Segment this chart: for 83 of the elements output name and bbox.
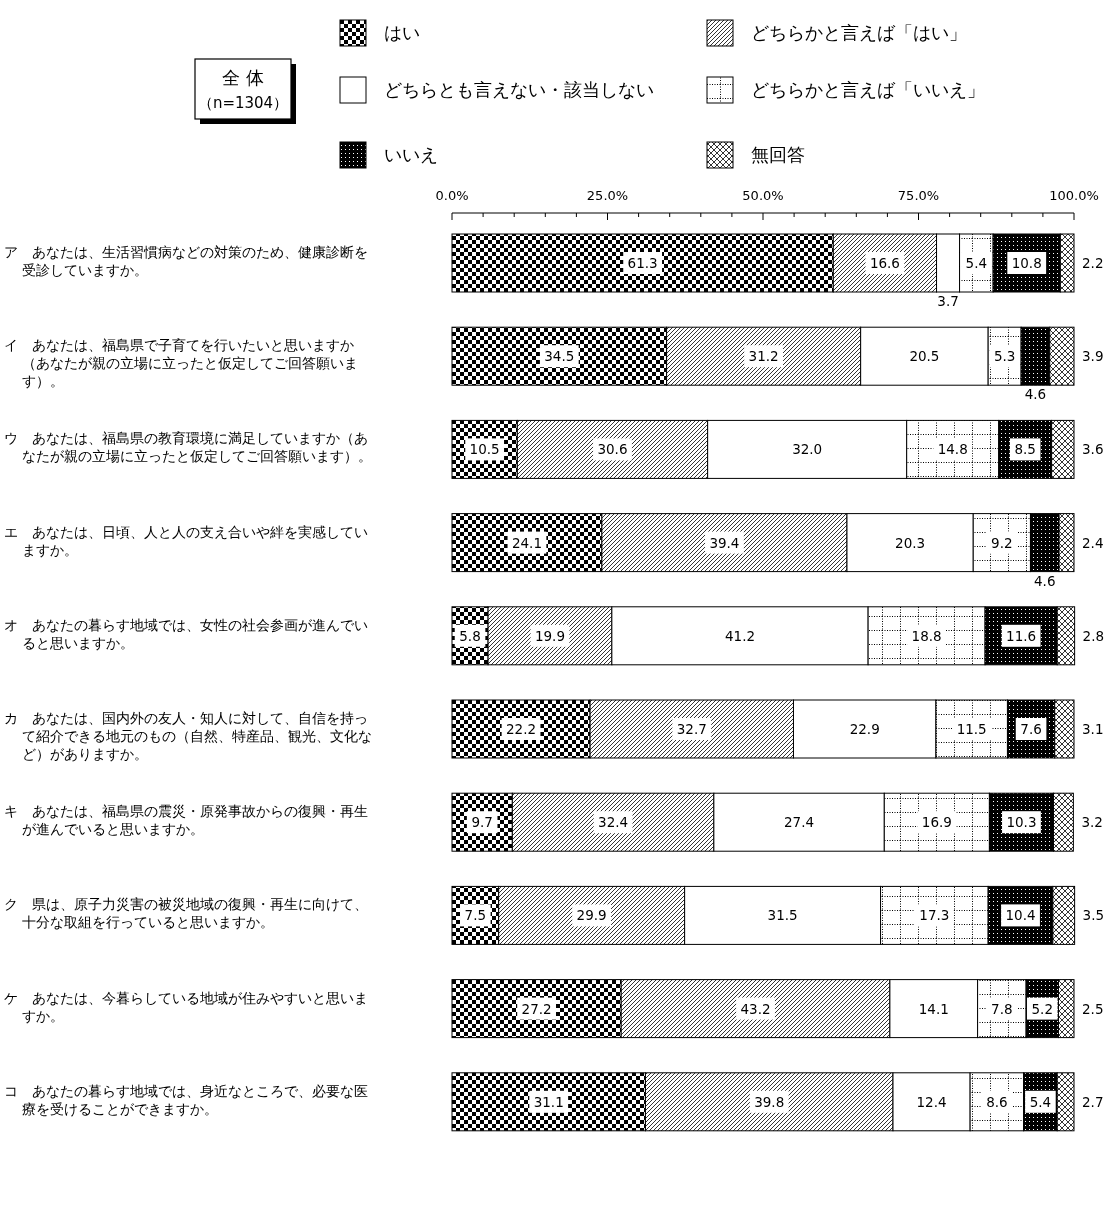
y-tick-label: ク 県は、原子力災害の被災地域の復興・再生に向けて、十分な取組を行っていると思いますか。 (4, 895, 369, 932)
text: （n=1304） (197, 94, 289, 112)
data-label: 31.1 (533, 1093, 564, 1110)
data-label: 29.9 (576, 907, 607, 924)
data-label: 18.8 (911, 627, 942, 644)
data-label: 20.3 (895, 534, 926, 551)
data-label: 30.6 (597, 441, 628, 458)
y-tick-label: キ あなたは、福島県の震災・原発事故からの復興・再生が進んでいると思いますか。 (4, 802, 369, 839)
data-label: 10.8 (1011, 255, 1042, 271)
data-label: 2.7 (1082, 1093, 1104, 1110)
data-label: 22.2 (506, 721, 537, 737)
data-label: 4.6 (1034, 572, 1056, 589)
data-label: 14.8 (937, 441, 968, 458)
data-label: 14.1 (918, 1000, 949, 1017)
data-label: 31.5 (767, 907, 798, 924)
data-label: 16.9 (921, 814, 952, 831)
data-label: 2.4 (1082, 534, 1104, 551)
data-label: 8.5 (1014, 441, 1036, 458)
y-tick-label: イ あなたは、福島県で子育てを行いたいと思いますか（あなたが親の立場に立ったと仮定してご回答願います）。 (4, 336, 359, 391)
y-tick-label: オ あなたの暮らす地域では、女性の社会参画が進んでいると思いますか。 (4, 615, 369, 652)
data-label: 41.2 (724, 627, 756, 644)
data-label: 9.7 (471, 814, 493, 831)
data-label: 17.3 (919, 907, 950, 924)
data-label: 12.4 (916, 1093, 947, 1110)
data-label: 5.3 (993, 348, 1016, 365)
data-label: 31.2 (748, 348, 779, 365)
data-label: 34.5 (544, 348, 575, 365)
data-label: 7.5 (464, 907, 487, 924)
x-tick-label: 50.0% (742, 188, 784, 203)
legend-label: どちらかと言えば「いいえ」 (751, 79, 985, 100)
legend-label: どちらとも言えない・該当しない (384, 79, 654, 100)
data-label: 5.4 (1029, 1093, 1052, 1110)
x-tick-label: 100.0% (1049, 188, 1099, 203)
y-tick-label: エ あなたは、日頃、人と人の支え合いや絆を実感していますか。 (4, 522, 369, 559)
data-label: 3.9 (1082, 348, 1104, 365)
data-label: 10.5 (469, 441, 500, 458)
data-label: 16.6 (869, 255, 900, 271)
data-label: 27.2 (521, 1000, 552, 1017)
y-tick-label: カ あなたは、国内外の友人・知人に対して、自信を持って紹介できる地元のもの（自然、特産品、観光、文化など）がありますか。 (4, 709, 373, 763)
data-label: 10.4 (1005, 907, 1036, 924)
y-tick-label: コ あなたの暮らす地域では、身近なところで、必要な医療を受けることができますか。 (4, 1081, 369, 1118)
data-label: 32.0 (792, 441, 823, 458)
data-label: 11.5 (956, 721, 987, 737)
data-label: 22.9 (849, 721, 880, 737)
data-label: 3.1 (1082, 721, 1104, 737)
data-label: 5.8 (459, 627, 481, 644)
data-label: 32.4 (598, 814, 629, 831)
data-label: 2.2 (1082, 255, 1104, 271)
data-label: 7.8 (991, 1000, 1013, 1017)
data-label: 3.5 (1082, 907, 1105, 924)
data-label: 3.7 (937, 293, 959, 309)
data-label: 19.9 (534, 627, 565, 644)
y-tick-label: ウ あなたは、福島県の教育環境に満足していますか（あなたが親の立場に立ったと仮定してご回答願います）。 (4, 429, 373, 466)
data-label: 2.5 (1082, 1000, 1104, 1017)
legend-label: はい (384, 22, 420, 43)
data-label: 5.2 (1031, 1000, 1054, 1017)
data-label: 5.4 (965, 255, 988, 271)
data-label: 4.6 (1024, 386, 1047, 403)
x-tick-label: 75.0% (897, 188, 940, 203)
legend-label: 無回答 (751, 144, 805, 165)
data-label: 43.2 (740, 1000, 771, 1017)
y-tick-label: ア あなたは、生活習慣病などの対策のため、健康診断を受診していますか。 (4, 243, 369, 279)
text: 全 体 (222, 67, 264, 88)
legend-label: どちらかと言えば「はい」 (751, 22, 967, 43)
data-label: 3.2 (1081, 814, 1103, 831)
data-label: 39.8 (754, 1093, 785, 1110)
x-tick-label: 25.0% (586, 188, 629, 203)
data-label: 39.4 (709, 534, 740, 551)
data-label: 8.6 (986, 1093, 1008, 1110)
data-label: 32.7 (676, 721, 707, 737)
data-label: 3.6 (1082, 441, 1104, 458)
data-label: 24.1 (511, 534, 542, 551)
data-label: 27.4 (784, 814, 815, 831)
y-tick-label: ケ あなたは、今暮らしている地域が住みやすいと思いますか。 (4, 988, 369, 1025)
data-label: 7.6 (1020, 721, 1042, 737)
data-label: 61.3 (627, 255, 658, 271)
data-label: 9.2 (991, 534, 1013, 551)
data-label: 20.5 (909, 348, 940, 365)
data-label: 10.3 (1006, 814, 1037, 831)
data-label: 2.8 (1082, 627, 1105, 644)
legend-label: いいえ (384, 144, 438, 165)
data-label: 11.6 (1006, 627, 1037, 644)
x-tick-label: 0.0% (435, 188, 469, 203)
